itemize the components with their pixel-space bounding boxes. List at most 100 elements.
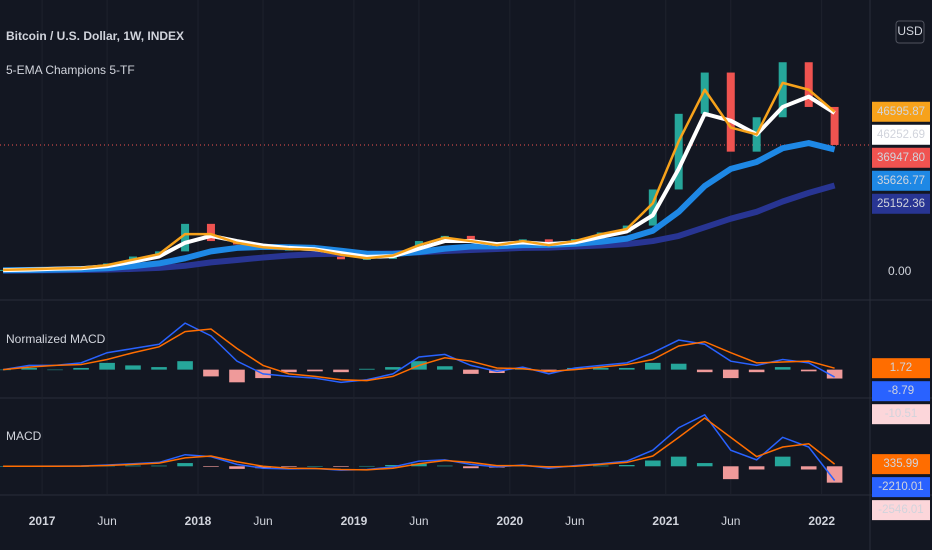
histogram-bar: [333, 466, 349, 467]
y-tick-label: 0.00: [888, 264, 912, 278]
histogram-bar: [73, 367, 89, 370]
histogram-bar: [592, 465, 609, 467]
candle: [648, 189, 657, 226]
histogram-bar: [281, 369, 297, 373]
histogram-bar: [151, 465, 167, 467]
x-tick-label: Jun: [565, 514, 584, 528]
candle: [674, 113, 683, 190]
price-tag-label: -8.79: [888, 385, 914, 397]
histogram-bar: [385, 367, 401, 370]
histogram-bar: [151, 367, 167, 370]
candle: [726, 72, 735, 152]
histogram-bar: [774, 456, 791, 467]
pane-title: Normalized MACD: [6, 332, 106, 346]
histogram-bar: [748, 369, 765, 373]
price-tag: [872, 101, 930, 122]
candle: [778, 62, 787, 118]
histogram-bar: [359, 368, 375, 370]
x-tick-label: 2020: [496, 514, 523, 528]
symbol-title: Bitcoin / U.S. Dollar, 1W, INDEX: [6, 29, 184, 43]
histogram-bar: [437, 366, 453, 370]
candle: [206, 223, 215, 242]
price-tag-label: 46595.87: [877, 106, 925, 118]
price-tag: [872, 404, 930, 425]
price-tag-label: 1.72: [890, 362, 912, 374]
histogram-bar: [307, 466, 323, 467]
price-tag: [872, 147, 930, 168]
histogram-bar: [800, 466, 817, 470]
histogram-bar: [463, 369, 479, 374]
price-tag: [872, 193, 930, 214]
price-tag-label: 35626.77: [877, 175, 925, 187]
histogram-bar: [359, 465, 375, 467]
price-tag: [872, 381, 930, 402]
price-tag-label: -10.51: [885, 408, 918, 420]
price-tag: [872, 500, 930, 521]
histogram-bar: [177, 463, 193, 467]
histogram-bar: [748, 466, 765, 470]
histogram-bar: [670, 456, 687, 467]
ema-line: [3, 81, 836, 272]
price-tag: [872, 477, 930, 498]
x-tick-label: 2021: [652, 514, 679, 528]
histogram-bar: [670, 363, 687, 370]
histogram-bar: [437, 465, 453, 467]
x-tick-label: Jun: [253, 514, 272, 528]
indicator-title: 5-EMA Champions 5-TF: [6, 63, 135, 77]
x-tick-label: Jun: [97, 514, 116, 528]
histogram-bar: [618, 367, 635, 370]
histogram-bar: [203, 466, 219, 467]
x-tick-label: 2019: [341, 514, 368, 528]
unit-box[interactable]: [895, 20, 925, 44]
histogram-bar: [307, 369, 323, 372]
histogram-bar: [333, 369, 349, 373]
histogram-bar: [618, 465, 635, 467]
histogram-bar: [281, 466, 297, 467]
histogram-bar: [696, 463, 713, 467]
candle: [804, 62, 813, 107]
histogram-bar: [229, 369, 245, 383]
price-tag-label: -2210.01: [878, 481, 923, 493]
pane-title: MACD: [6, 429, 42, 443]
price-tag: [872, 170, 930, 191]
histogram-bar: [645, 362, 661, 370]
histogram-bar: [99, 362, 115, 370]
histogram-bar: [645, 460, 661, 467]
ema-line: [3, 140, 836, 274]
x-tick-label: 2018: [185, 514, 212, 528]
histogram-bar: [463, 466, 479, 469]
histogram-bar: [800, 369, 817, 372]
x-tick-label: 2017: [29, 514, 56, 528]
candle: [181, 223, 190, 252]
histogram-bar: [592, 367, 609, 370]
candle: [830, 106, 839, 145]
plot-layer: 2017 Jun 2018 Jun 2019 Jun 2020 Jun 2021 Jun 2022 0…: [0, 0, 912, 528]
x-tick-label: Jun: [409, 514, 428, 528]
price-tag-label: 335.99: [883, 458, 918, 470]
histogram-bar: [567, 367, 583, 370]
price-tag: [872, 358, 930, 379]
x-tick-label: Jun: [721, 514, 740, 528]
histogram-bar: [411, 463, 427, 467]
histogram-bar: [125, 465, 141, 467]
histogram-bar: [696, 369, 713, 373]
histogram-bar: [21, 367, 37, 370]
histogram-bar: [177, 361, 193, 370]
histogram-bar: [385, 465, 401, 467]
price-tag: [872, 454, 930, 475]
unit-label[interactable]: USD: [897, 24, 923, 38]
price-tag-label: 46252.69: [877, 129, 925, 141]
histogram-bar: [826, 466, 843, 483]
price-tag-label: 25152.36: [877, 198, 925, 210]
histogram-bar: [722, 466, 739, 480]
macd-line: [3, 328, 835, 382]
histogram-bar: [722, 369, 739, 379]
ema-line: [3, 94, 836, 273]
histogram-bar: [774, 367, 791, 370]
histogram-bar: [125, 365, 141, 370]
price-tag-label: -2546.01: [878, 504, 923, 516]
x-tick-label: 2022: [808, 514, 835, 528]
histogram-bar: [203, 369, 219, 377]
